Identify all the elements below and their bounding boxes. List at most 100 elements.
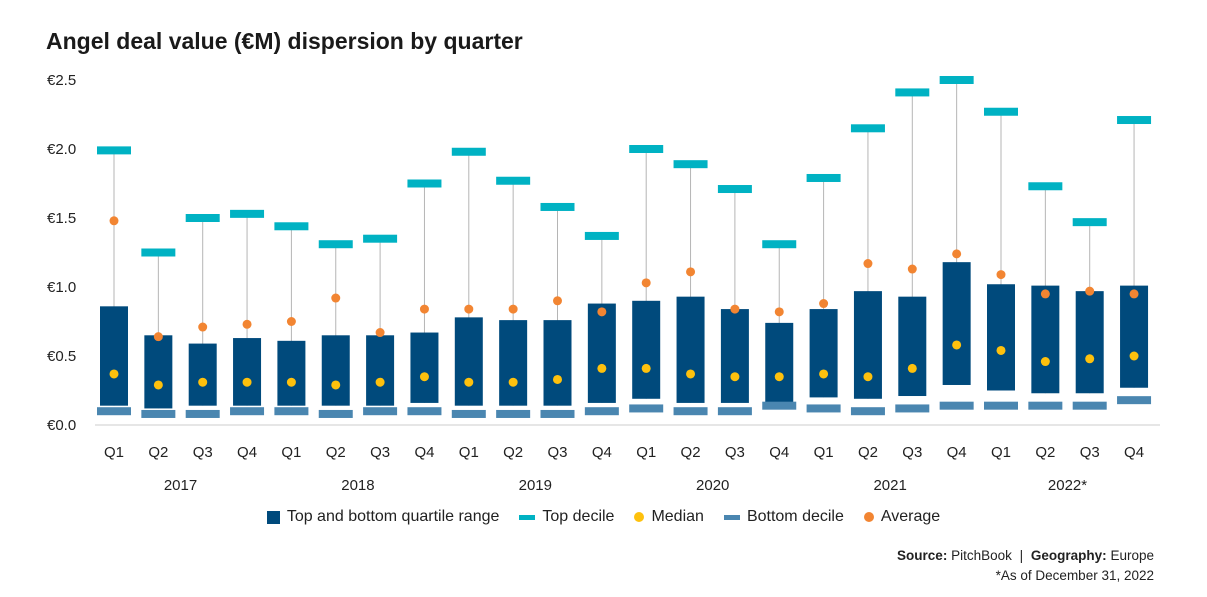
bottom-decile-mark (1072, 401, 1107, 410)
median-dot (553, 374, 562, 384)
source-label: Source: (897, 548, 948, 563)
x-tick-label: Q3 (725, 444, 745, 461)
top-decile-mark (984, 107, 1018, 116)
x-tick-label: Q2 (148, 444, 168, 461)
average-dot (686, 267, 696, 277)
top-decile-mark (584, 231, 619, 240)
median-swatch (634, 512, 645, 522)
source-line: Source: PitchBook | Geography: Europe (897, 548, 1154, 563)
quartile-box (1031, 285, 1060, 394)
legend-label-median: Median (651, 508, 704, 525)
quartile-box (321, 335, 350, 406)
x-tick-label: Q3 (547, 444, 567, 461)
quartile-swatch (266, 510, 280, 524)
top-decile-mark (1117, 116, 1152, 125)
top-decile-mark (1028, 182, 1063, 191)
legend-label-bottom-decile: Bottom decile (746, 508, 844, 525)
bottom-decile-mark (407, 407, 442, 416)
year-label: 2020 (696, 477, 729, 494)
median-dot (508, 377, 518, 387)
bottom-decile-mark (984, 401, 1018, 410)
bottom-decile-mark (1117, 396, 1152, 405)
y-tick-label: €1.5 (47, 210, 76, 227)
legend-item-average: Average (863, 508, 940, 526)
quartile-box (987, 284, 1015, 391)
bottom-decile-swatch (723, 514, 740, 520)
quartile-box (1120, 285, 1149, 388)
average-dot (996, 270, 1006, 280)
x-tick-label: Q4 (769, 444, 789, 461)
x-tick-label: Q2 (326, 444, 346, 461)
top-decile-mark (850, 124, 885, 133)
bottom-decile-mark (584, 407, 619, 416)
bottom-decile-mark (97, 407, 131, 416)
top-decile-mark (629, 145, 664, 153)
average-dot (153, 332, 163, 342)
quartile-box (543, 320, 572, 406)
median-dots (109, 340, 1139, 390)
top-decile-mark (230, 209, 265, 218)
source-value: PitchBook (951, 548, 1012, 563)
top-decile-mark (141, 248, 176, 257)
x-tick-label: Q3 (193, 444, 213, 461)
bottom-decile-mark (717, 407, 752, 416)
x-tick-label: Q1 (104, 444, 124, 461)
top-decile-mark (185, 214, 220, 222)
x-tick-label: Q2 (503, 444, 523, 461)
legend-item-median: Median (634, 508, 704, 526)
top-decile-mark (939, 76, 974, 84)
median-dot (641, 363, 651, 373)
x-tick-label: Q1 (991, 444, 1011, 461)
top-decile-mark (318, 240, 353, 249)
top-decile-mark (717, 185, 752, 194)
quartile-box (188, 343, 217, 406)
quartile-box (898, 296, 927, 397)
average-dot (198, 322, 208, 332)
median-dot (952, 340, 962, 350)
quartile-box (632, 300, 661, 399)
x-tick-label: Q3 (370, 444, 390, 461)
y-tick-label: €1.0 (47, 279, 76, 296)
geography-value: Europe (1110, 548, 1154, 563)
top-decile-mark (274, 222, 309, 231)
median-dot (730, 372, 740, 382)
median-dot (153, 380, 163, 390)
bottom-decile-mark (540, 409, 575, 418)
quartile-box (676, 296, 705, 403)
median-dot (375, 377, 385, 387)
median-dot (1129, 351, 1139, 361)
x-tick-label: Q2 (681, 444, 701, 461)
x-tick-label: Q1 (814, 444, 834, 461)
bottom-decile-mark (230, 407, 265, 416)
average-dot (286, 317, 296, 326)
bottom-decile-marks (97, 396, 1152, 418)
top-decile-mark (451, 147, 486, 156)
x-axis-year-labels: 2017 2018 2019 2020 2021 2022* (164, 477, 1087, 494)
average-dot (109, 216, 119, 226)
top-decile-mark (97, 146, 131, 155)
quartile-box (277, 340, 306, 406)
average-dot (730, 304, 740, 314)
year-label: 2021 (873, 477, 906, 494)
average-dot (508, 304, 518, 314)
median-dot (996, 345, 1006, 355)
year-label: 2018 (341, 477, 374, 494)
top-decile-mark (762, 240, 797, 249)
chart-title: Angel deal value (€M) dispersion by quar… (46, 28, 523, 54)
top-decile-mark (496, 176, 531, 185)
x-axis-quarter-labels: Q1 Q2 Q3 Q4 Q1 Q2 Q3 Q4 Q1 Q2 Q3 Q4 Q1 Q2 Q3 Q4 Q1 Q2 Q3 Q4… (104, 444, 1144, 461)
median-dot (464, 377, 474, 387)
bottom-decile-mark (496, 409, 531, 418)
average-dot (819, 299, 829, 309)
median-dot (863, 372, 873, 382)
median-dot (819, 369, 829, 379)
bottom-decile-mark (629, 404, 664, 413)
bottom-decile-mark (274, 407, 309, 416)
y-tick-label: €2.5 (47, 72, 76, 89)
quartile-box (809, 309, 838, 398)
year-label: 2017 (164, 477, 197, 494)
bottom-decile-mark (363, 407, 398, 416)
average-dot (641, 278, 651, 288)
quartile-box (144, 335, 173, 409)
bottom-decile-mark (141, 409, 176, 418)
